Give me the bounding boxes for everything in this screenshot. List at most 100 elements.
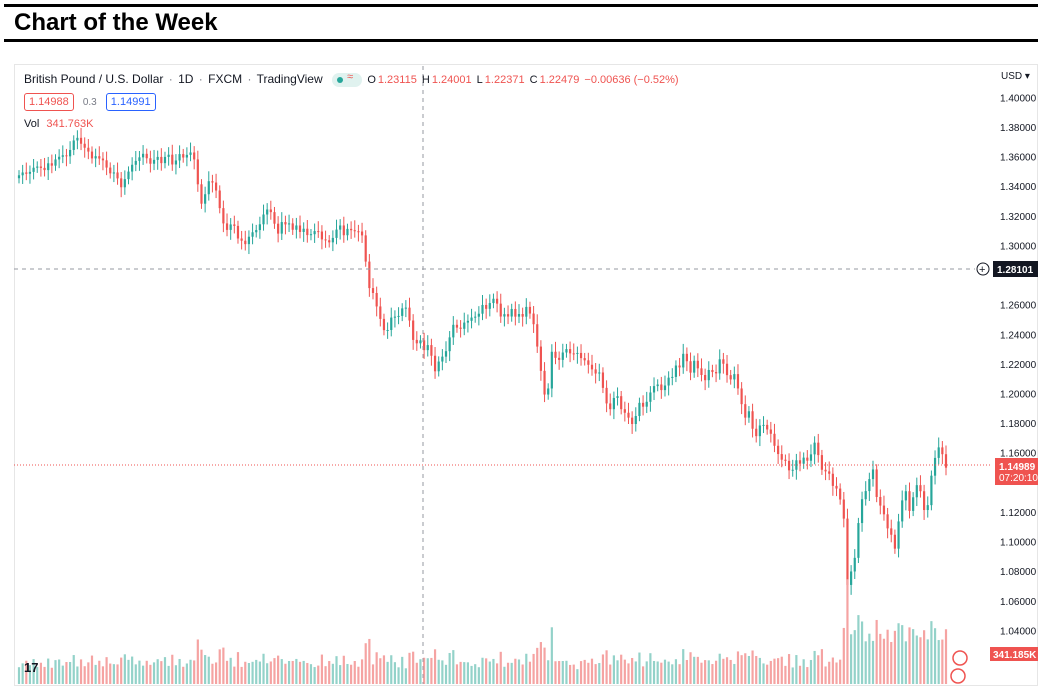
candle-body	[539, 346, 542, 371]
volume-bar	[525, 653, 528, 684]
volume-bar	[247, 663, 251, 684]
volume-bar	[718, 653, 721, 684]
volume-bar	[94, 664, 97, 684]
high-value: 1.24001	[431, 74, 472, 86]
candle-body	[371, 288, 375, 293]
candle-body	[236, 225, 240, 239]
candle-body	[572, 353, 575, 355]
candle-body	[506, 314, 510, 317]
volume-bar	[236, 652, 240, 684]
candle-body	[809, 454, 813, 461]
volume-bar	[689, 652, 692, 684]
volume-bar	[404, 668, 407, 684]
volume-bar	[901, 625, 904, 684]
volume-bar	[678, 664, 681, 684]
price-tick-label: 1.34000	[1000, 182, 1037, 193]
volume-bar	[360, 659, 364, 684]
volume-bar	[787, 654, 791, 684]
banner-bottom-rule	[4, 39, 1038, 42]
candle-body	[83, 143, 86, 148]
candle-body	[850, 571, 853, 585]
volume-bar	[758, 657, 761, 684]
candle-body	[313, 231, 316, 235]
volume-bar	[280, 659, 283, 684]
symbol-header[interactable]: British Pound / U.S. Dollar · 1D · FXCM …	[24, 71, 683, 87]
candle-body	[120, 178, 123, 188]
volume-bar	[371, 664, 375, 684]
candle-body	[689, 361, 692, 373]
candle-body	[652, 386, 656, 393]
volume-bar	[211, 663, 214, 684]
currency-selector[interactable]: USD ▾	[1001, 71, 1030, 82]
candle-body	[711, 369, 714, 373]
candle-body	[755, 428, 758, 437]
symbol-name[interactable]: British Pound / U.S. Dollar	[24, 72, 164, 86]
volume-bar	[627, 663, 630, 684]
candle-body	[828, 471, 831, 474]
volume-bar	[631, 657, 634, 684]
add-alert-icon	[976, 262, 990, 276]
candle-body	[229, 224, 232, 230]
volume-bar	[174, 665, 178, 684]
volume-bar	[496, 663, 499, 684]
candle-body	[693, 360, 696, 373]
candle-body	[401, 308, 404, 316]
volume-bar	[189, 659, 192, 684]
volume-bar	[820, 649, 824, 684]
volume-bar	[817, 655, 820, 684]
sell-button[interactable]: 1.14988	[24, 93, 74, 111]
volume-bar	[850, 634, 853, 684]
chart-panel[interactable]	[14, 64, 1038, 686]
volume-bar	[671, 664, 674, 684]
volume-bar	[897, 623, 900, 684]
candle-body	[620, 396, 623, 410]
volume-bar	[587, 662, 590, 684]
volume-bar	[532, 653, 535, 684]
candle-body	[423, 340, 426, 351]
candle-body	[182, 154, 185, 158]
interval-label[interactable]: 1D	[178, 72, 194, 86]
candle-body	[773, 433, 776, 446]
candle-body	[94, 156, 97, 159]
volume-bar	[306, 662, 309, 684]
candle-body	[631, 417, 634, 425]
volume-bar	[685, 660, 688, 684]
volume-legend[interactable]: Vol 341.763K	[24, 118, 93, 130]
volume-bar	[868, 633, 871, 684]
volume-bar	[474, 664, 477, 684]
candle-body	[61, 155, 64, 157]
volume-bar	[47, 658, 50, 684]
volume-bar	[904, 641, 907, 684]
candle-body	[674, 365, 678, 377]
volume-bar	[933, 628, 937, 684]
candle-body	[893, 534, 897, 549]
volume-bar	[58, 659, 61, 684]
candle-body	[758, 425, 761, 437]
volume-bar	[488, 661, 491, 684]
market-status-pill[interactable]: ≈	[331, 71, 362, 87]
price-tick-label: 1.04000	[1000, 626, 1037, 637]
candle-body	[941, 447, 944, 455]
candle-body	[536, 324, 539, 347]
volume-bar	[919, 637, 922, 684]
volume-bar	[375, 652, 378, 684]
candle-body	[105, 160, 108, 168]
crosshair-price-label: 1.28101	[997, 265, 1034, 276]
volume-bar	[550, 627, 553, 684]
buy-button[interactable]: 1.14991	[105, 93, 156, 111]
volume-bar	[762, 663, 765, 684]
candle-body	[590, 364, 594, 370]
volume-bar	[693, 656, 696, 684]
candle-body	[846, 518, 849, 585]
volume-bar	[54, 660, 57, 684]
candle-body	[207, 181, 210, 195]
candle-body	[448, 337, 451, 352]
tradingview-logo-icon[interactable]: 17	[24, 660, 39, 675]
volume-bar	[572, 664, 575, 684]
volume-bar	[167, 665, 170, 684]
volume-bar	[466, 662, 469, 684]
volume-bar	[50, 667, 53, 684]
volume-bar	[744, 653, 747, 684]
volume-bar	[455, 664, 459, 684]
